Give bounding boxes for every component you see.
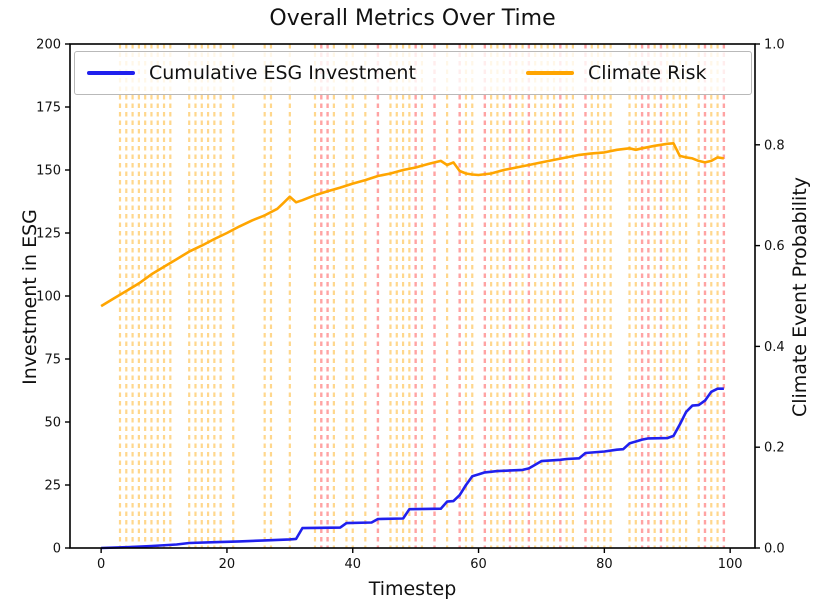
y-right-tick-label: 0.6 [764, 239, 785, 254]
legend-item-climate: Climate Risk [512, 62, 707, 84]
x-axis-label: Timestep [368, 578, 457, 600]
x-tick-label: 20 [219, 557, 236, 572]
y-left-tick-label: 100 [36, 290, 61, 305]
y-left-tick-label: 75 [44, 353, 61, 368]
climate-line-swatch [525, 71, 574, 75]
series-climate [100, 142, 725, 308]
y-left-tick-label: 0 [53, 542, 61, 557]
y-left-tick-label: 200 [36, 38, 61, 53]
y-left-tick-label: 150 [36, 164, 61, 179]
x-tick-label: 0 [97, 557, 105, 572]
y-left-tick-label: 50 [44, 416, 61, 431]
x-tick-label: 80 [596, 557, 613, 572]
esg-line-swatch [87, 71, 135, 75]
y-right-tick-label: 1.0 [764, 38, 785, 53]
plot-border [69, 43, 756, 549]
y-left-tick-label: 25 [44, 479, 61, 494]
y-left-tick-label: 175 [36, 101, 61, 116]
x-tick-label: 40 [344, 557, 361, 572]
legend-label-climate: Climate Risk [587, 62, 707, 84]
chart-title: Overall Metrics Over Time [269, 6, 556, 31]
series-esg [101, 387, 724, 550]
x-tick-label: 100 [718, 557, 743, 572]
y-right-tick-label: 0.8 [764, 138, 785, 153]
legend-label-esg: Cumulative ESG Investment [149, 62, 416, 84]
legend-item-esg: Cumulative ESG Investment [73, 62, 416, 84]
y-right-tick-label: 0.4 [764, 340, 785, 355]
y-right-tick-label: 0.0 [764, 542, 785, 557]
legend: Cumulative ESG Investment Climate Risk [74, 51, 752, 95]
y-right-tick-label: 0.2 [764, 441, 785, 456]
y-left-tick-label: 125 [36, 227, 61, 242]
x-tick-label: 60 [470, 557, 487, 572]
